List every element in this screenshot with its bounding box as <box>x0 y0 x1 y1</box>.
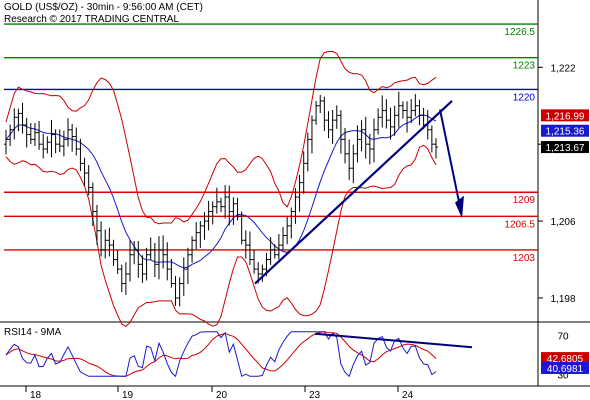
rsi-tick-label-0: 70 <box>557 332 569 343</box>
x-tick-label-2: 20 <box>216 390 228 400</box>
moving-average-line <box>5 114 437 269</box>
x-tick-label-4: 24 <box>402 390 414 400</box>
rsi-tag-label-0: 42.6805 <box>547 354 584 365</box>
price-tag-label-0: 1,216.99 <box>546 111 585 122</box>
x-tick-label-0: 18 <box>30 390 42 400</box>
chart-copyright: Research © 2017 TRADING CENTRAL <box>4 14 180 25</box>
projection-arrow <box>439 109 461 207</box>
rsi-line <box>5 331 437 378</box>
level-label-0: 1226.5 <box>504 27 535 38</box>
level-label-1: 1223 <box>513 61 536 72</box>
price-tags: 1,216.99 1,215.36 1,213.67 <box>541 109 589 154</box>
y-tick-label-3: 1,198 <box>550 294 575 305</box>
projection-arrowhead <box>455 195 464 219</box>
level-label-3: 1209 <box>513 195 536 206</box>
y-tick-label-2: 1,206 <box>550 217 575 228</box>
horizontal-levels: 1226.5 1223 1220 1209 1206.5 1203 <box>4 23 538 264</box>
level-label-4: 1206.5 <box>504 219 535 230</box>
price-tag-box-1 <box>541 124 589 137</box>
rsi-trend-line <box>314 332 473 349</box>
price-tag-label-1: 1,215.36 <box>546 127 585 138</box>
chart-title: GOLD (US$/OZ) - 30min - 9:56:00 AM (CET) <box>4 2 203 13</box>
price-tag-box-0 <box>541 109 589 122</box>
price-tag-label-2: 1,213.67 <box>546 143 585 154</box>
rsi-tag-box-1 <box>541 361 589 374</box>
rsi-title: RSI14 - 9MA <box>4 327 62 338</box>
bollinger-lower <box>5 144 437 328</box>
rsi-ma-line <box>5 331 437 377</box>
rsi-tag-label-1: 40.6981 <box>547 364 584 375</box>
level-label-5: 1203 <box>513 253 536 264</box>
y-tick-label-0: 1,222 <box>550 63 575 74</box>
rsi-tag-box-0 <box>541 352 589 365</box>
rsi-tick-label-1: 30 <box>557 370 569 381</box>
x-tick-label-3: 23 <box>309 390 321 400</box>
x-tick-label-1: 19 <box>122 390 134 400</box>
price-tag-box-2 <box>541 141 589 154</box>
bollinger-bands <box>5 50 437 328</box>
level-label-2: 1220 <box>513 92 536 103</box>
trend-annotations <box>254 100 464 285</box>
trend-line <box>254 100 453 285</box>
time-axis-ticks: 18 19 20 23 24 <box>25 386 414 400</box>
bollinger-upper <box>5 50 437 225</box>
price-candles <box>4 91 438 307</box>
